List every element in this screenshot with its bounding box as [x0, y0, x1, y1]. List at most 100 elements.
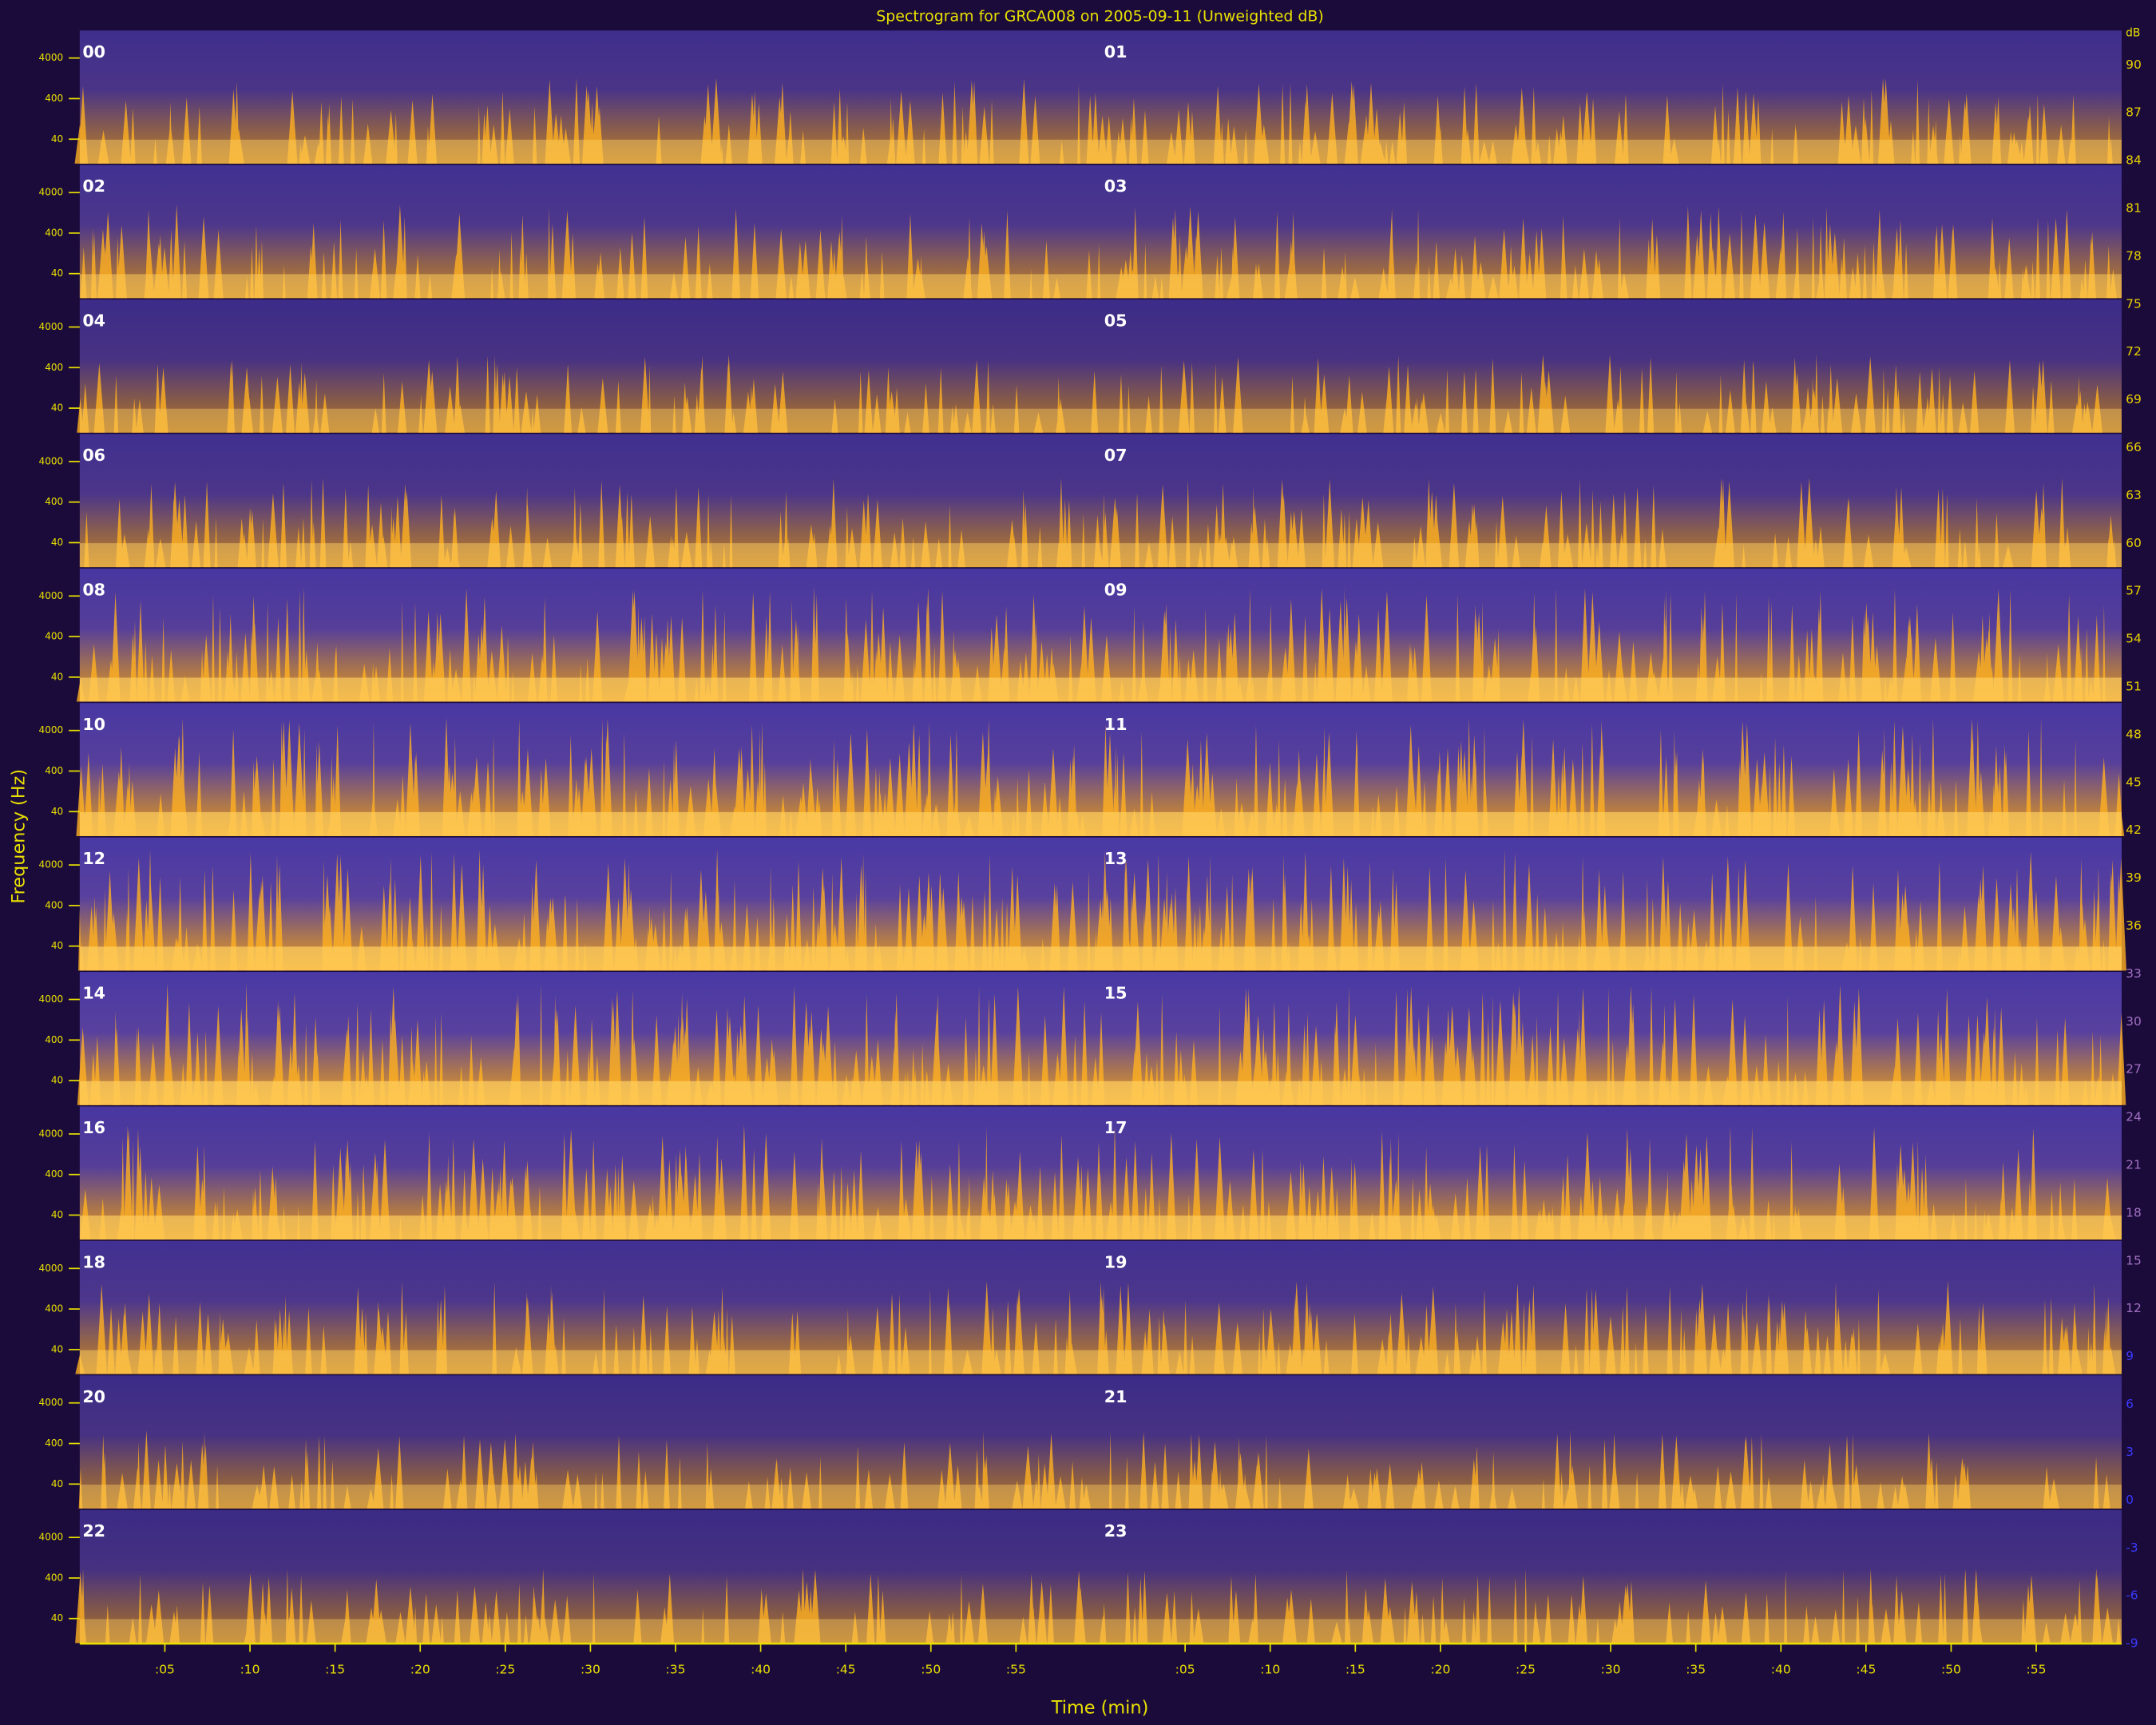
- hour-label: 18: [82, 1252, 105, 1271]
- colorbar-tick-label: 72: [2126, 344, 2142, 359]
- y-tick-label: 40: [51, 1478, 63, 1489]
- spectrogram-band: [79, 1375, 2122, 1509]
- y-tick-label: 4000: [39, 859, 64, 870]
- y-tick-label: 400: [45, 227, 63, 238]
- hour-label: 17: [1104, 1118, 1128, 1137]
- x-tick-label: :10: [240, 1662, 260, 1676]
- energy-spikes: [77, 982, 2126, 1105]
- hour-label: 10: [82, 715, 105, 734]
- x-tick-label: :15: [1346, 1662, 1365, 1676]
- x-tick-label: :45: [1856, 1662, 1876, 1676]
- colorbar-tick-label: 60: [2126, 536, 2142, 550]
- y-tick-label: 4000: [39, 1397, 64, 1408]
- y-tick-label: 4000: [39, 52, 64, 63]
- y-tick-label: 40: [51, 402, 63, 414]
- y-tick-label: 4000: [39, 1532, 64, 1543]
- colorbar-tick-label: 24: [2126, 1110, 2142, 1124]
- hour-label: 13: [1104, 849, 1128, 868]
- energy-spikes: [78, 1430, 2110, 1509]
- y-tick-label: 4000: [39, 724, 64, 736]
- hour-label: 05: [1104, 311, 1128, 331]
- colorbar-tick-label: 21: [2126, 1158, 2142, 1172]
- band-base: [79, 408, 2122, 433]
- y-tick-label: 400: [45, 631, 63, 642]
- band-base: [79, 1350, 2122, 1374]
- y-tick-label: 4000: [39, 590, 64, 601]
- colorbar-tick-label: 0: [2126, 1493, 2134, 1507]
- title: Spectrogram for GRCA008 on 2005-09-11 (U…: [876, 8, 1324, 26]
- energy-spikes: [77, 354, 2102, 433]
- band-base: [79, 543, 2122, 568]
- y-tick-label: 400: [45, 899, 63, 910]
- x-tick-label: :30: [1601, 1662, 1621, 1676]
- band-base: [79, 677, 2122, 702]
- colorbar-tick-label: 66: [2126, 440, 2142, 454]
- hour-label: 04: [82, 311, 105, 331]
- hour-label: 16: [82, 1118, 105, 1137]
- band-base: [79, 1484, 2122, 1509]
- band-base: [79, 139, 2122, 164]
- y-tick-label: 400: [45, 1572, 63, 1583]
- x-tick-label: :05: [1175, 1662, 1195, 1676]
- y-tick-label: 40: [51, 1075, 63, 1086]
- y-tick-label: 400: [45, 1438, 63, 1449]
- y-tick-label: 40: [51, 1612, 63, 1624]
- colorbar-tick-label: 12: [2126, 1301, 2142, 1315]
- y-tick-label: 4000: [39, 321, 64, 332]
- colorbar-tick-label: 69: [2126, 392, 2142, 406]
- x-tick-label: :25: [495, 1662, 515, 1676]
- hour-label: 02: [82, 176, 105, 196]
- hour-label: 22: [82, 1521, 105, 1541]
- colorbar-tick-label: 27: [2126, 1062, 2142, 1077]
- energy-spikes: [75, 1568, 2122, 1644]
- hour-label: 12: [82, 849, 105, 868]
- y-tick-label: 4000: [39, 455, 64, 466]
- y-tick-label: 40: [51, 1343, 63, 1354]
- x-tick-label: :30: [581, 1662, 600, 1676]
- hour-label: 06: [82, 446, 105, 465]
- y-tick-label: 40: [51, 806, 63, 817]
- y-tick-label: 400: [45, 496, 63, 507]
- colorbar-tick-label: -3: [2126, 1541, 2138, 1555]
- colorbar-tick-label: 18: [2126, 1205, 2142, 1219]
- colorbar-tick-label: 63: [2126, 488, 2142, 502]
- x-axis-label: Time (min): [1051, 1697, 1149, 1718]
- band-base: [79, 811, 2122, 836]
- x-tick-label: :55: [2027, 1662, 2047, 1676]
- x-tick-label: :20: [410, 1662, 430, 1676]
- y-tick-label: 4000: [39, 1128, 64, 1139]
- y-tick-label: 400: [45, 362, 63, 373]
- colorbar-tick-label: 3: [2126, 1445, 2134, 1459]
- band-base: [79, 1215, 2122, 1240]
- y-tick-label: 40: [51, 940, 63, 951]
- hour-label: 01: [1104, 42, 1128, 61]
- energy-spikes: [76, 717, 2125, 836]
- energy-spikes: [76, 586, 2106, 702]
- band-base: [79, 1081, 2122, 1105]
- hour-label: 15: [1104, 984, 1128, 1003]
- band-base: [79, 946, 2122, 971]
- hour-label: 09: [1104, 580, 1128, 599]
- hour-label: 00: [82, 42, 105, 61]
- hour-label: 20: [82, 1387, 105, 1406]
- y-tick-label: 40: [51, 537, 63, 548]
- colorbar-tick-label: 15: [2126, 1253, 2142, 1267]
- y-tick-label: 400: [45, 1303, 63, 1315]
- x-tick-label: :05: [155, 1662, 175, 1676]
- y-tick-label: 4000: [39, 993, 64, 1005]
- x-tick-label: :50: [921, 1662, 941, 1676]
- x-tick-label: :35: [666, 1662, 686, 1676]
- colorbar-unit: dB: [2126, 27, 2140, 40]
- y-tick-label: 400: [45, 93, 63, 104]
- colorbar-tick-label: 39: [2126, 870, 2142, 885]
- colorbar-tick-label: 81: [2126, 200, 2142, 215]
- y-tick-label: 40: [51, 671, 63, 682]
- colorbar-tick-label: 75: [2126, 296, 2142, 311]
- spectrogram-band: [79, 299, 2122, 433]
- colorbar-tick-label: -6: [2126, 1588, 2138, 1603]
- band-base: [79, 274, 2122, 299]
- hour-label: 07: [1104, 446, 1128, 465]
- colorbar-tick-label: 51: [2126, 680, 2142, 694]
- x-tick-label: :55: [1006, 1662, 1026, 1676]
